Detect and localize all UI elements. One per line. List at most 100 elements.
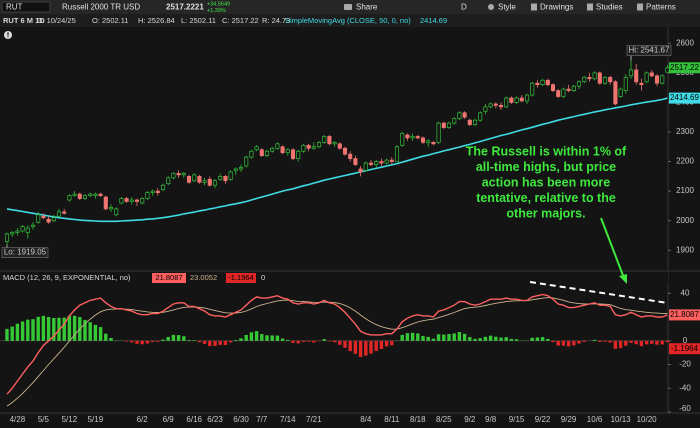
candle-body <box>426 140 431 143</box>
candle-body <box>108 207 114 210</box>
patterns-icon[interactable] <box>637 3 643 11</box>
candle-body <box>420 137 426 143</box>
candle-body <box>363 162 368 171</box>
x-tick-label: 4/28 <box>10 415 26 424</box>
histogram-bar <box>416 333 420 341</box>
histogram-bar <box>447 334 451 341</box>
chart-title: RUT 6 M 1D <box>3 16 45 25</box>
x-tick-label: 6/9 <box>163 415 175 424</box>
candle-body <box>36 214 41 223</box>
histogram-bar <box>171 334 176 341</box>
toolbar-button[interactable]: Share <box>356 3 378 12</box>
toolbar-button[interactable]: Drawings <box>540 3 573 12</box>
candle-body <box>119 198 124 204</box>
candle-body <box>155 190 160 193</box>
sma-price-tag <box>669 92 700 104</box>
histogram-bar <box>473 338 477 341</box>
symbol[interactable]: RUT <box>6 3 23 12</box>
candle-body <box>238 167 244 170</box>
toolbar-button[interactable]: D <box>461 3 467 12</box>
histogram-bar <box>452 333 456 341</box>
x-tick-label: 6/23 <box>207 415 223 424</box>
toolbar-button[interactable]: Studies <box>596 3 623 12</box>
histogram-bar <box>582 340 586 342</box>
y-tick-label: 2000 <box>676 216 694 225</box>
x-tick-label: 9/29 <box>561 415 577 424</box>
macd-value-chip <box>152 273 186 283</box>
candle-body <box>540 79 545 86</box>
y-tick-label: 2200 <box>676 157 694 166</box>
last-price: 2517.2221 <box>166 3 204 12</box>
candle-body <box>140 198 145 204</box>
histogram-bar <box>390 340 394 346</box>
y-tick-label: 40 <box>681 288 690 297</box>
candle-body <box>498 105 504 108</box>
style-icon[interactable] <box>488 4 494 10</box>
histogram-bar <box>322 339 326 341</box>
histogram-bar <box>36 316 40 341</box>
histogram-bar <box>338 340 342 345</box>
histogram-bar <box>26 319 30 341</box>
histogram-bar <box>104 333 108 341</box>
histogram-bar <box>665 340 670 343</box>
trend-line <box>529 281 669 304</box>
histogram-bar <box>88 322 92 341</box>
histogram-bar <box>551 340 555 343</box>
studies-icon[interactable] <box>587 3 593 11</box>
x-tick-label: 10/20 <box>637 415 658 424</box>
share-icon[interactable] <box>344 4 352 10</box>
toolbar-button[interactable]: Patterns <box>646 3 676 12</box>
histogram-bar <box>405 333 410 341</box>
candle-body <box>290 149 296 159</box>
candle-body <box>587 76 592 80</box>
histogram-bar <box>218 340 222 345</box>
histogram-bar <box>135 340 139 344</box>
macd-line <box>6 293 668 395</box>
histogram-bar <box>83 319 87 341</box>
histogram-bar <box>46 317 51 341</box>
callout-text: tentative, relative to the <box>476 191 616 205</box>
histogram-bar <box>166 336 170 341</box>
change-percent: +1.39% <box>207 8 226 14</box>
histogram-bar <box>234 340 238 341</box>
alert-icon-mark <box>7 32 9 36</box>
histogram-bar <box>629 340 633 343</box>
candle-body <box>254 146 259 151</box>
candle-body <box>410 136 415 139</box>
drawings-icon[interactable] <box>531 3 537 11</box>
histogram-bar <box>650 340 654 344</box>
histogram-bar <box>312 340 316 343</box>
candle-body <box>301 144 306 152</box>
histogram-bar <box>530 337 534 341</box>
sma-price-label: 2414.69 <box>670 93 699 102</box>
hist-price-tag <box>669 343 700 355</box>
x-tick-label: 9/8 <box>485 415 497 424</box>
candle-body <box>212 180 218 186</box>
candle-body <box>374 161 379 165</box>
histogram-bar <box>67 315 72 341</box>
zero-value: 0 <box>261 273 265 282</box>
candle-body <box>592 72 597 80</box>
callout-text: action has been more <box>482 175 611 189</box>
x-tick-label: 7/7 <box>256 415 268 424</box>
candle-body <box>530 82 535 96</box>
histogram-bar <box>457 332 462 341</box>
histogram-bar <box>639 340 644 347</box>
histogram-bar <box>546 338 550 341</box>
toolbar-button[interactable]: Style <box>498 3 516 12</box>
histogram-bar <box>239 338 243 341</box>
symbol-box[interactable] <box>1 1 51 13</box>
candle-body <box>62 211 67 214</box>
candle-body <box>514 97 519 103</box>
study-value: 2414.69 <box>420 16 447 25</box>
candle-body <box>634 69 639 83</box>
histogram-bar <box>634 340 638 345</box>
candle-body <box>613 81 618 105</box>
candle-body <box>436 122 441 143</box>
study-name: SimpleMovingAvg (CLOSE, 50, 0, no) <box>285 16 411 25</box>
candle-body <box>166 177 171 185</box>
candle-body <box>129 199 134 202</box>
histogram-bar <box>436 334 441 341</box>
low-box <box>1 247 49 258</box>
